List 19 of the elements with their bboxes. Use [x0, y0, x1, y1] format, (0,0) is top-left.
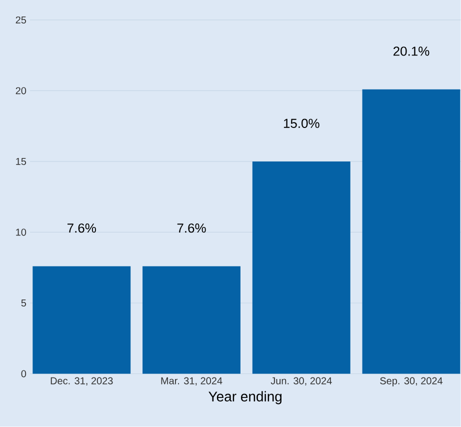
y-tick-label: 25 — [16, 16, 26, 24]
x-axis-title: Year ending — [208, 391, 282, 404]
x-tick-label: Jun. 30, 2024 — [270, 377, 332, 386]
data-label: 15.0% — [284, 118, 320, 128]
bar — [362, 89, 460, 374]
y-tick-label: 20 — [16, 87, 26, 94]
data-label: 7.6% — [177, 224, 206, 233]
data-label: 20.1% — [393, 46, 430, 56]
bar — [142, 266, 240, 374]
x-tick-label: Sep. 30, 2024 — [380, 377, 443, 386]
x-tick-label: Mar. 31, 2024 — [161, 377, 222, 386]
y-tick-label: 15 — [16, 158, 26, 166]
x-tick-label: Dec. 31, 2023 — [50, 377, 113, 386]
y-tick-label: 0 — [21, 370, 26, 378]
bar — [32, 266, 131, 374]
bar — [252, 162, 350, 374]
data-label: 7.6% — [67, 224, 96, 233]
y-tick-label: 5 — [21, 300, 26, 307]
y-tick-label: 10 — [16, 228, 26, 236]
